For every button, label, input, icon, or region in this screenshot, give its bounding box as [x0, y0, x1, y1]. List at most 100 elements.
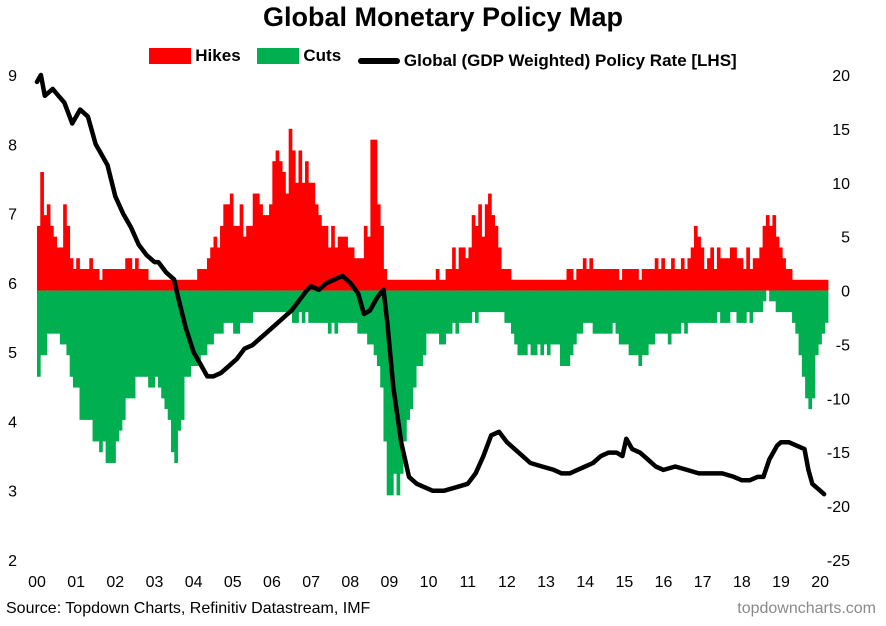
cut-bar — [589, 290, 594, 323]
hike-bar — [556, 279, 561, 291]
x-axis-tick-label: 20 — [811, 574, 829, 591]
hike-bar — [432, 279, 437, 291]
cut-bar — [72, 290, 77, 388]
hike-bar — [484, 204, 489, 291]
hike-bar — [184, 279, 188, 291]
cut-bar — [651, 290, 656, 345]
hike-bar — [635, 269, 639, 291]
hike-bar — [412, 279, 417, 291]
cut-bar — [788, 290, 793, 313]
hike-bar — [282, 172, 286, 291]
cut-bar — [269, 290, 273, 313]
hike-bar — [135, 258, 139, 291]
hike-bar — [759, 247, 764, 291]
cut-bar — [720, 290, 724, 323]
hike-bar — [703, 269, 708, 291]
cut-bar — [566, 290, 571, 366]
hike-bar — [468, 247, 473, 291]
cut-bar — [707, 290, 711, 323]
hike-bar — [504, 269, 509, 291]
hike-bar — [422, 279, 427, 291]
hike-bar — [478, 204, 482, 291]
x-axis-tick-label: 12 — [498, 574, 516, 591]
hike-bar — [445, 269, 450, 291]
x-axis-tick-label: 19 — [772, 574, 790, 591]
hike-bar — [259, 204, 263, 291]
right-axis-tick-label: -5 — [836, 337, 850, 354]
hike-bar — [311, 182, 316, 291]
cut-bar — [586, 290, 590, 323]
cut-bar — [641, 290, 646, 356]
cut-bar — [89, 290, 93, 420]
cut-bar — [37, 290, 41, 377]
hike-bar — [524, 279, 528, 291]
hike-bar — [187, 279, 192, 291]
hike-bar — [161, 279, 165, 291]
hike-bar — [461, 247, 466, 291]
cut-bar — [144, 290, 149, 377]
cut-bar — [236, 290, 241, 334]
hike-bar — [112, 269, 116, 291]
cut-bar — [354, 290, 358, 323]
cut-bar — [723, 290, 728, 323]
cut-bar — [524, 290, 528, 356]
hike-bar — [56, 247, 61, 291]
cut-bar — [808, 290, 813, 410]
hike-bar — [203, 269, 208, 291]
cut-bar — [259, 290, 263, 313]
hike-bar — [778, 247, 783, 291]
cut-bar — [376, 290, 381, 366]
cut-bar — [121, 290, 126, 420]
cut-bar — [631, 290, 636, 356]
cut-bar — [265, 290, 270, 313]
hike-bar — [671, 258, 675, 291]
cut-bar — [118, 290, 123, 431]
hike-bar — [393, 279, 397, 291]
cut-bar — [488, 290, 492, 313]
hike-bar — [108, 269, 113, 291]
hike-bar — [824, 279, 829, 291]
hike-bar — [239, 204, 244, 291]
cut-bar — [272, 290, 277, 313]
cut-bar — [108, 290, 113, 463]
cut-bar — [491, 290, 496, 313]
hike-bar — [301, 182, 306, 291]
cut-bar — [602, 290, 607, 334]
left-axis-tick-label: 8 — [8, 137, 17, 154]
hike-bar — [566, 269, 571, 291]
cut-bar — [193, 290, 198, 366]
legend-item-cuts: Cuts — [257, 46, 341, 66]
cut-bar — [628, 290, 633, 356]
cut-bar — [510, 290, 515, 334]
cut-bar — [197, 290, 201, 366]
hike-bar — [249, 225, 254, 291]
cut-bar — [282, 290, 286, 313]
x-axis-tick-label: 14 — [576, 574, 594, 591]
hike-bar — [615, 269, 620, 291]
cut-bar — [86, 290, 90, 420]
hike-bar — [229, 193, 234, 291]
hike-bar — [690, 247, 695, 291]
right-axis-tick-label: -15 — [827, 445, 850, 462]
hike-bar — [677, 269, 682, 291]
cut-bar — [252, 290, 257, 313]
cut-bar — [350, 290, 355, 323]
cut-bar — [216, 290, 221, 334]
cut-bar — [680, 290, 685, 323]
hike-bar — [684, 269, 688, 291]
cut-bar — [540, 290, 545, 356]
hike-bar — [605, 269, 610, 291]
hike-bar — [334, 247, 339, 291]
hike-bar — [569, 269, 574, 291]
hike-bar — [710, 247, 714, 291]
cut-bar — [749, 290, 754, 323]
cut-bar — [710, 290, 714, 323]
cut-bar — [759, 290, 764, 313]
hike-bar — [700, 247, 705, 291]
hike-bar — [455, 269, 460, 291]
cut-bar — [164, 290, 169, 410]
cut-bar — [772, 290, 777, 302]
hike-bar — [141, 269, 146, 291]
left-axis-tick-label: 6 — [8, 276, 17, 293]
cut-bar — [667, 290, 672, 345]
